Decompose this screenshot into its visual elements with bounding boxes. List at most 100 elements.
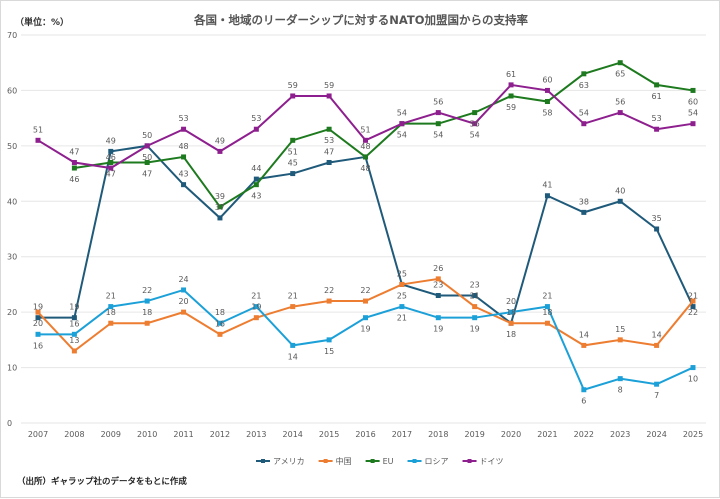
data-label: 54 [397,131,407,140]
data-label: 47 [69,147,79,156]
data-label: 20 [506,297,516,306]
data-label: 53 [178,114,188,123]
data-point [326,93,332,99]
data-point [217,148,223,154]
data-point [253,304,259,310]
data-point [144,320,150,326]
data-label: 43 [178,170,188,179]
data-label: 61 [652,92,662,101]
data-label: 15 [615,325,625,334]
data-label: 19 [69,303,79,312]
data-point [253,315,259,321]
data-point [690,298,696,304]
series-line-3 [38,288,694,391]
data-label: 53 [652,114,662,123]
data-point [544,193,550,199]
data-point [71,165,77,171]
data-point [108,320,114,326]
data-label: 22 [324,286,334,295]
data-point [435,110,441,116]
data-point [654,342,660,348]
data-label: 16 [215,319,225,328]
data-point [181,287,187,293]
data-label: 50 [142,153,152,162]
data-point [654,82,660,88]
data-label: 19 [33,303,43,312]
data-point [399,121,405,127]
data-label: 61 [506,70,516,79]
data-label: 60 [542,75,552,84]
data-label: 22 [688,308,698,317]
data-point [581,209,587,215]
data-point [617,60,623,66]
legend-label-1: 中国 [336,456,352,466]
data-point [472,293,478,299]
y-tick-label: 60 [7,86,17,95]
data-label: 65 [615,70,625,79]
data-point [144,143,150,149]
data-label: 21 [397,314,407,323]
data-label: 41 [542,181,552,190]
data-point [363,315,368,321]
data-label: 37 [215,203,225,212]
x-tick-label: 2015 [319,430,339,439]
data-label: 18 [506,308,516,317]
data-point [654,126,660,132]
data-point [363,137,368,143]
data-point [690,87,696,93]
x-tick-label: 2013 [246,430,266,439]
chart-title: 各国・地域のリーダーシップに対するNATO加盟国からの支持率 [193,13,529,27]
x-tick-label: 2014 [283,430,303,439]
legend-marker [261,459,265,463]
data-label: 45 [288,159,298,168]
data-label: 21 [288,292,298,301]
data-label: 56 [470,120,480,129]
data-point [35,137,41,143]
y-tick-label: 20 [7,308,17,317]
data-label: 20 [33,319,43,328]
data-label: 60 [688,97,698,106]
data-label: 6 [581,397,586,406]
data-point [617,376,623,382]
data-point [508,82,514,88]
data-point [617,337,623,343]
data-point [435,276,441,282]
legend-marker [370,459,375,463]
y-tick-label: 40 [7,197,17,206]
data-label: 49 [106,136,116,145]
data-label: 18 [106,308,116,317]
data-point [217,320,223,326]
data-point [71,159,77,165]
data-label: 46 [106,153,116,162]
data-point [108,304,114,310]
y-tick-label: 70 [7,31,17,40]
data-point [544,320,550,326]
data-label: 54 [470,131,480,140]
data-label: 20 [178,297,188,306]
data-label: 63 [579,81,589,90]
x-tick-label: 2016 [355,430,375,439]
data-label: 26 [433,264,443,273]
data-point [253,182,259,188]
data-point [108,159,114,165]
data-label: 16 [69,319,79,328]
data-label: 53 [324,136,334,145]
data-label: 51 [288,147,298,156]
data-label: 23 [470,281,480,290]
data-label: 53 [251,114,261,123]
x-tick-label: 2023 [610,430,630,439]
data-point [617,110,623,116]
x-tick-label: 2022 [574,430,594,439]
data-label: 54 [688,109,698,118]
data-point [71,348,77,354]
data-label: 14 [652,330,662,339]
data-point [654,381,660,387]
data-label: 54 [433,131,443,140]
data-label: 48 [360,142,370,151]
data-point [290,342,296,348]
data-point [326,159,332,165]
data-label: 44 [251,164,261,173]
x-tick-label: 2020 [501,430,521,439]
x-tick-label: 2017 [392,430,412,439]
